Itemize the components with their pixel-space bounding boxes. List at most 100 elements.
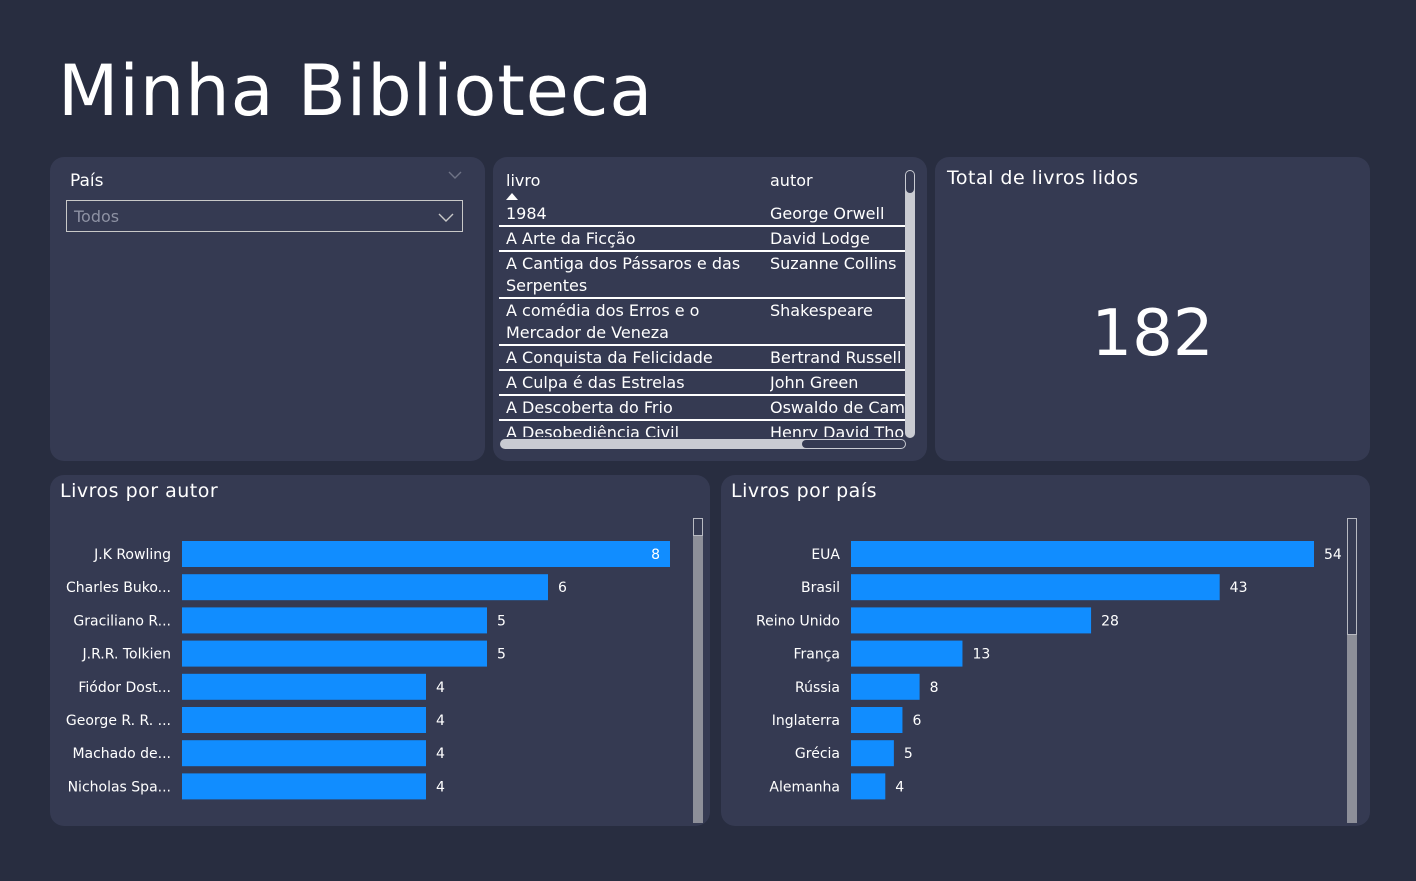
- kpi-title: Total de livros lidos: [947, 167, 1139, 189]
- books-by-country-chart: Livros por país EUA 54 Brasil 43 Reino Unido…: [721, 475, 1370, 826]
- table-body: 1984 George Orwell A Arte da Ficção David L…: [499, 202, 905, 437]
- horizontal-scrollbar[interactable]: [500, 439, 906, 449]
- category-label: J.R.R. Tolkien: [82, 647, 172, 663]
- bar[interactable]: [851, 707, 903, 733]
- cell-author: John Green: [770, 373, 859, 392]
- table-row[interactable]: A Conquista da Felicidade Bertrand Russel…: [499, 346, 905, 371]
- table-row[interactable]: 1984 George Orwell: [499, 202, 905, 227]
- slicer-selected-value: Todos: [74, 207, 120, 226]
- bar[interactable]: [851, 607, 1092, 634]
- cell-book: A Arte da Ficção: [506, 229, 636, 248]
- page-title: Minha Biblioteca: [58, 50, 654, 132]
- category-label: Machado de...: [72, 746, 171, 762]
- table-row[interactable]: A Descoberta do Frio Oswaldo de Camargo: [499, 396, 905, 421]
- bar[interactable]: [182, 773, 426, 800]
- scrollbar-thumb[interactable]: [906, 171, 914, 193]
- cell-author: Shakespeare: [770, 301, 873, 320]
- table-row[interactable]: A comédia dos Erros e o Mercador de Vene…: [499, 299, 905, 346]
- chart-title: Livros por país: [731, 480, 877, 502]
- slicer-label: País: [70, 171, 104, 191]
- cell-book: A Cantiga dos Pássaros e das Serpentes: [506, 254, 741, 295]
- bar[interactable]: [182, 740, 426, 767]
- data-label: 8: [930, 680, 939, 696]
- books-by-author-plot: J.K Rowling 8 Charles Buko... 6 Graciliano R…: [66, 541, 670, 800]
- scrollbar-thumb[interactable]: [1347, 518, 1357, 635]
- bar[interactable]: [851, 673, 920, 700]
- data-label: 8: [651, 547, 660, 563]
- table-row[interactable]: A Cantiga dos Pássaros e das Serpentes Su…: [499, 252, 905, 299]
- bar[interactable]: [182, 574, 548, 601]
- cell-book: A comédia dos Erros e o Mercador de Vene…: [506, 301, 700, 342]
- category-label: França: [793, 647, 840, 663]
- cell-author: Oswaldo de Camargo: [770, 398, 905, 417]
- sort-ascending-icon: [506, 193, 518, 200]
- bar[interactable]: [182, 640, 487, 667]
- data-label: 4: [436, 779, 445, 795]
- cell-author: Suzanne Collins: [770, 254, 897, 273]
- bar[interactable]: [182, 707, 426, 733]
- kpi-value: 182: [1091, 297, 1214, 371]
- chevron-down-icon[interactable]: [447, 167, 463, 183]
- bar[interactable]: [851, 640, 963, 667]
- bar[interactable]: [182, 541, 670, 567]
- data-label: 13: [972, 647, 990, 663]
- bar[interactable]: [851, 574, 1220, 601]
- category-label: George R. R. ...: [66, 713, 171, 729]
- books-by-author-chart: Livros por autor J.K Rowling 8 Charles Buk…: [50, 475, 710, 826]
- slicer-dropdown[interactable]: Todos: [66, 200, 463, 232]
- scrollbar-thumb[interactable]: [802, 440, 905, 448]
- bar[interactable]: [182, 607, 487, 634]
- table-row[interactable]: A Culpa é das Estrelas John Green: [499, 371, 905, 396]
- vertical-scrollbar[interactable]: [905, 170, 915, 438]
- data-label: 4: [895, 779, 904, 795]
- category-label: Grécia: [795, 746, 840, 762]
- category-label: Nicholas Spa...: [68, 779, 171, 795]
- category-label: J.K Rowling: [93, 547, 171, 563]
- table-row[interactable]: A Arte da Ficção David Lodge: [499, 227, 905, 252]
- cell-book: A Desobediência Civil: [506, 423, 680, 437]
- data-label: 4: [436, 680, 445, 696]
- cell-author: Henry David Thoreau: [770, 423, 905, 437]
- country-slicer: País Todos: [50, 157, 485, 461]
- cell-book: A Culpa é das Estrelas: [506, 373, 685, 392]
- books-table: livro autor 1984 George Orwell A Arte da F…: [493, 157, 927, 461]
- data-label: 4: [436, 746, 445, 762]
- category-label: Graciliano R...: [73, 613, 171, 629]
- bar[interactable]: [851, 773, 886, 800]
- table-row[interactable]: A Desobediência Civil Henry David Thoreau: [499, 421, 905, 437]
- cell-book: 1984: [506, 204, 547, 223]
- scrollbar-thumb[interactable]: [693, 518, 703, 536]
- chevron-down-icon: [438, 213, 454, 222]
- category-label: Alemanha: [769, 779, 840, 795]
- category-label: Reino Unido: [756, 613, 840, 629]
- bar[interactable]: [851, 541, 1314, 567]
- data-label: 5: [497, 613, 506, 629]
- bar[interactable]: [182, 673, 426, 700]
- cell-author: George Orwell: [770, 204, 885, 223]
- data-label: 28: [1101, 613, 1119, 629]
- chart-title: Livros por autor: [60, 480, 219, 502]
- category-label: EUA: [811, 547, 840, 563]
- data-label: 6: [912, 713, 921, 729]
- data-label: 5: [904, 746, 913, 762]
- total-books-card: Total de livros lidos 182: [935, 157, 1370, 461]
- category-label: Charles Buko...: [66, 580, 171, 596]
- column-header-author[interactable]: autor: [770, 171, 813, 190]
- data-label: 54: [1324, 547, 1342, 563]
- cell-author: Bertrand Russell: [770, 348, 902, 367]
- cell-author: David Lodge: [770, 229, 870, 248]
- cell-book: A Conquista da Felicidade: [506, 348, 713, 367]
- data-label: 6: [558, 580, 567, 596]
- category-label: Inglaterra: [772, 713, 840, 729]
- vertical-scrollbar[interactable]: [1347, 518, 1357, 823]
- bar[interactable]: [851, 740, 894, 767]
- data-label: 43: [1230, 580, 1248, 596]
- vertical-scrollbar[interactable]: [693, 518, 703, 823]
- column-header-book[interactable]: livro: [506, 171, 541, 190]
- cell-book: A Descoberta do Frio: [506, 398, 673, 417]
- data-label: 5: [497, 647, 506, 663]
- category-label: Brasil: [801, 580, 840, 596]
- category-label: Rússia: [795, 680, 840, 696]
- data-label: 4: [436, 713, 445, 729]
